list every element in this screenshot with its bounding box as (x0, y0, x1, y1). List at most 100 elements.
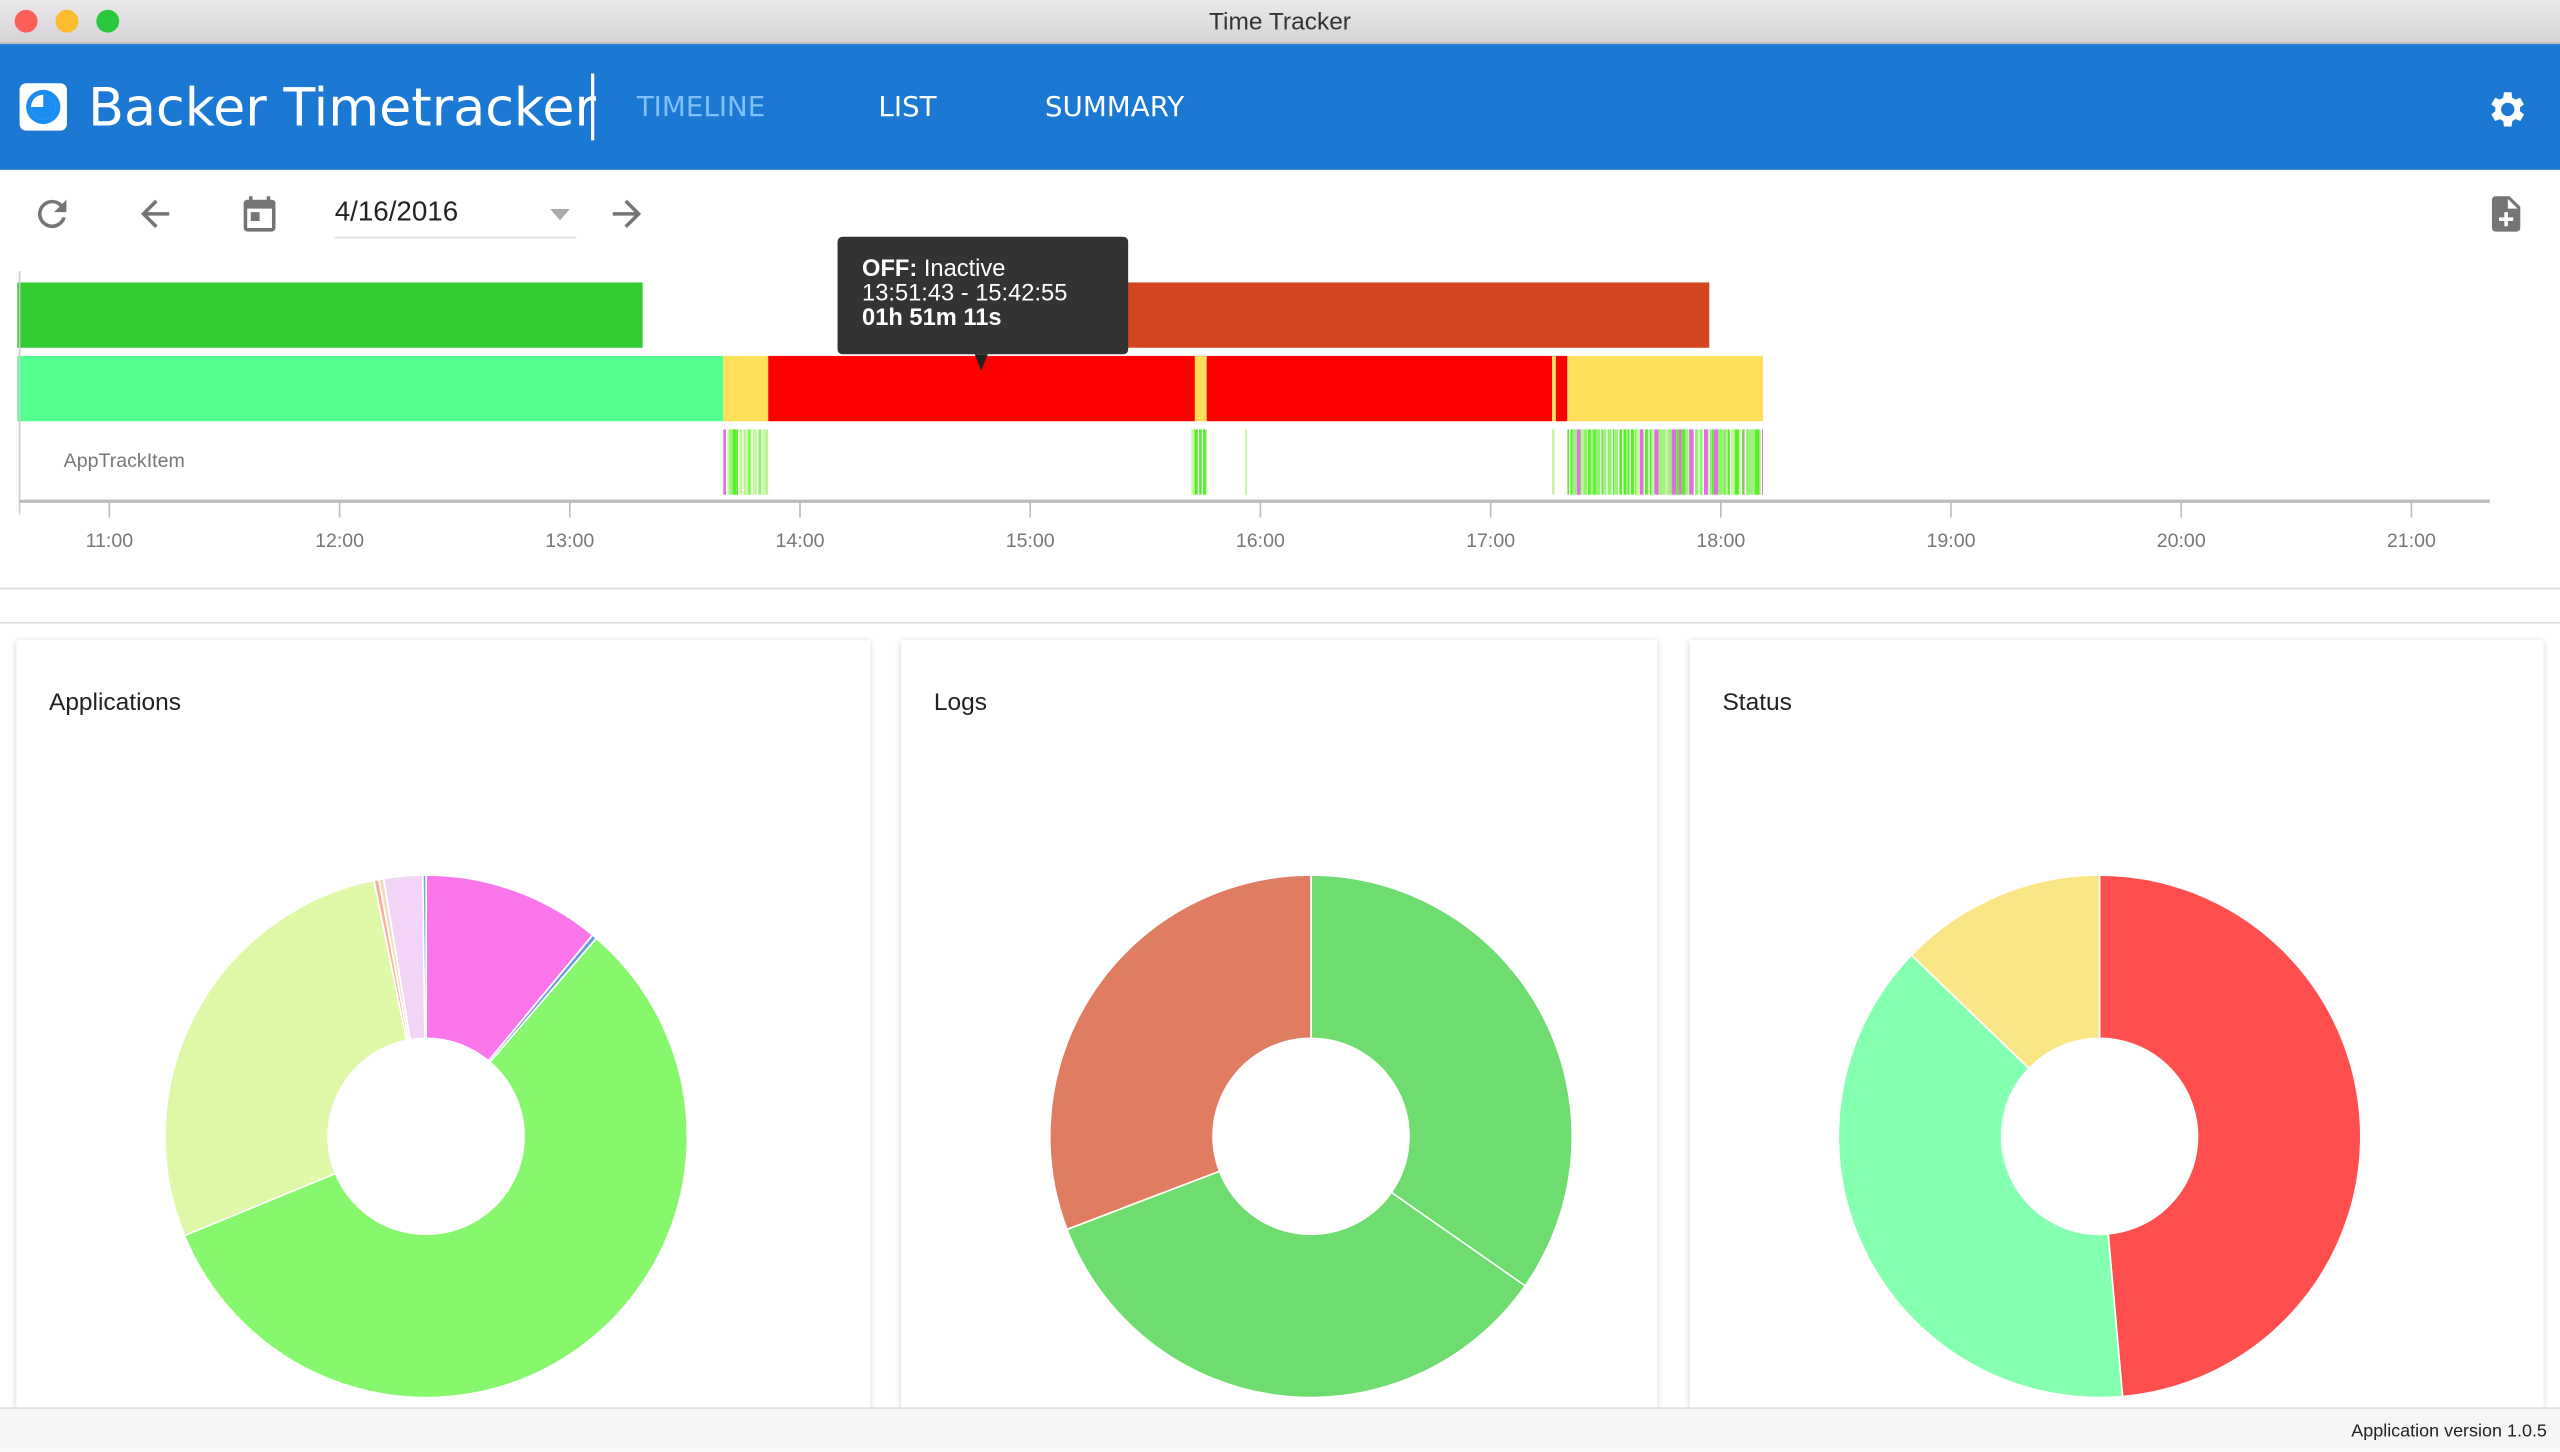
app-track-item[interactable] (758, 429, 762, 495)
pie-slice[interactable] (1837, 953, 2124, 1399)
pie-slice[interactable] (1910, 874, 2101, 1070)
app-track-item[interactable] (1748, 429, 1751, 495)
app-track-item[interactable] (1635, 429, 1637, 495)
app-track-item[interactable] (1745, 429, 1749, 495)
app-track-item[interactable] (1626, 429, 1628, 495)
app-track-item[interactable] (1750, 429, 1756, 495)
app-track-item[interactable] (1681, 429, 1686, 495)
app-track-item[interactable] (1576, 429, 1581, 495)
app-track-item[interactable] (1687, 429, 1690, 495)
app-track-item[interactable] (1612, 429, 1615, 495)
app-track-item[interactable] (1194, 429, 1198, 495)
app-track-item[interactable] (1662, 429, 1666, 495)
app-track-item[interactable] (1607, 429, 1612, 495)
app-track-item[interactable] (1694, 429, 1699, 495)
app-track-item[interactable] (1727, 429, 1730, 495)
app-track-item[interactable] (747, 429, 752, 495)
app-track-item[interactable] (1245, 429, 1247, 495)
maximize-window-button[interactable] (96, 9, 120, 33)
add-file-icon[interactable] (2485, 193, 2527, 235)
app-track-item[interactable] (762, 429, 767, 495)
app-track-item[interactable] (1580, 429, 1582, 495)
app-track-item[interactable] (1721, 429, 1725, 495)
pie-slice[interactable] (164, 879, 408, 1237)
app-track-item[interactable] (1588, 429, 1591, 495)
app-track-item[interactable] (1755, 429, 1760, 495)
app-track-item[interactable] (727, 429, 730, 495)
app-track-item[interactable] (1654, 429, 1659, 495)
pie-slice[interactable] (1065, 1170, 1527, 1399)
app-track-item[interactable] (1658, 429, 1660, 495)
status-bar-segment[interactable] (1567, 355, 1764, 422)
app-track-item[interactable] (1647, 429, 1649, 495)
app-track-item[interactable] (746, 429, 748, 495)
app-track-item[interactable] (1713, 429, 1719, 495)
status-bar-segment[interactable] (17, 355, 724, 422)
app-track-item[interactable] (1671, 429, 1677, 495)
app-track-item[interactable] (1734, 429, 1739, 495)
app-track-item[interactable] (1667, 429, 1672, 495)
pie-slice[interactable] (425, 874, 594, 1062)
arrow-back-icon[interactable] (134, 193, 176, 235)
app-track-item[interactable] (1724, 429, 1726, 495)
pie-slice[interactable] (2098, 874, 2362, 1398)
tab-list[interactable]: LIST (878, 91, 937, 125)
app-track-item[interactable] (1742, 429, 1744, 495)
app-track-item[interactable] (1711, 429, 1714, 495)
app-track-item[interactable] (1718, 429, 1722, 495)
tab-summary[interactable]: SUMMARY (1044, 91, 1185, 125)
app-track-item[interactable] (1651, 429, 1655, 495)
app-track-item[interactable] (1191, 429, 1195, 495)
status-bar-segment[interactable] (1206, 355, 1552, 422)
app-track-item[interactable] (744, 429, 747, 495)
app-track-item[interactable] (1199, 429, 1202, 495)
gear-icon[interactable] (2485, 87, 2531, 133)
app-track-item[interactable] (1725, 429, 1728, 495)
app-track-item[interactable] (1630, 429, 1634, 495)
app-track-item[interactable] (1627, 429, 1630, 495)
status-pie-chart[interactable] (1690, 640, 2544, 1407)
app-track-item[interactable] (739, 429, 743, 495)
app-track-item[interactable] (1586, 429, 1589, 495)
pie-slice[interactable] (422, 874, 427, 1040)
status-bar-segment[interactable] (723, 355, 769, 422)
app-track-item[interactable] (1731, 429, 1735, 495)
close-window-button[interactable] (14, 9, 38, 33)
app-track-item[interactable] (1623, 429, 1627, 495)
app-track-item[interactable] (732, 429, 737, 495)
app-track-item[interactable] (1205, 429, 1207, 495)
status-bar-segment[interactable] (1555, 355, 1568, 422)
app-track-item[interactable] (1761, 429, 1764, 495)
pie-slice[interactable] (183, 937, 689, 1399)
app-track-item[interactable] (1619, 429, 1623, 495)
app-track-item[interactable] (1676, 429, 1679, 495)
timeline-chart[interactable]: AppTrackItem 11:00 12:00 13:00 14:00 15:00 16… (0, 261, 2560, 588)
app-track-item[interactable] (723, 429, 727, 495)
app-track-item[interactable] (729, 429, 731, 495)
arrow-forward-icon[interactable] (606, 193, 648, 235)
app-track-item[interactable] (1678, 429, 1682, 495)
app-track-item[interactable] (1659, 429, 1663, 495)
app-track-item[interactable] (1709, 429, 1712, 495)
log-bar[interactable] (17, 282, 643, 348)
app-track-item[interactable] (1699, 429, 1703, 495)
app-track-item[interactable] (1738, 429, 1741, 495)
logs-pie-chart[interactable] (901, 640, 1657, 1407)
applications-pie-chart[interactable] (16, 640, 870, 1407)
tab-timeline[interactable]: TIMELINE (636, 91, 766, 125)
pie-slice[interactable] (1048, 874, 1312, 1231)
status-bar-segment[interactable] (1194, 355, 1207, 422)
app-track-item[interactable] (1551, 429, 1555, 495)
app-track-item[interactable] (730, 429, 733, 495)
app-track-item[interactable] (1759, 429, 1761, 495)
app-track-item[interactable] (1581, 429, 1584, 495)
app-track-item[interactable] (736, 429, 739, 495)
status-bar-segment[interactable] (1551, 355, 1556, 422)
date-picker[interactable]: 4/16/2016 (334, 189, 577, 239)
app-track-item[interactable] (1602, 429, 1607, 495)
app-track-item[interactable] (1595, 429, 1601, 495)
log-bar[interactable] (1118, 282, 1710, 348)
app-track-item[interactable] (1633, 429, 1636, 495)
app-track-item[interactable] (752, 429, 758, 495)
app-track-item[interactable] (1572, 429, 1577, 495)
